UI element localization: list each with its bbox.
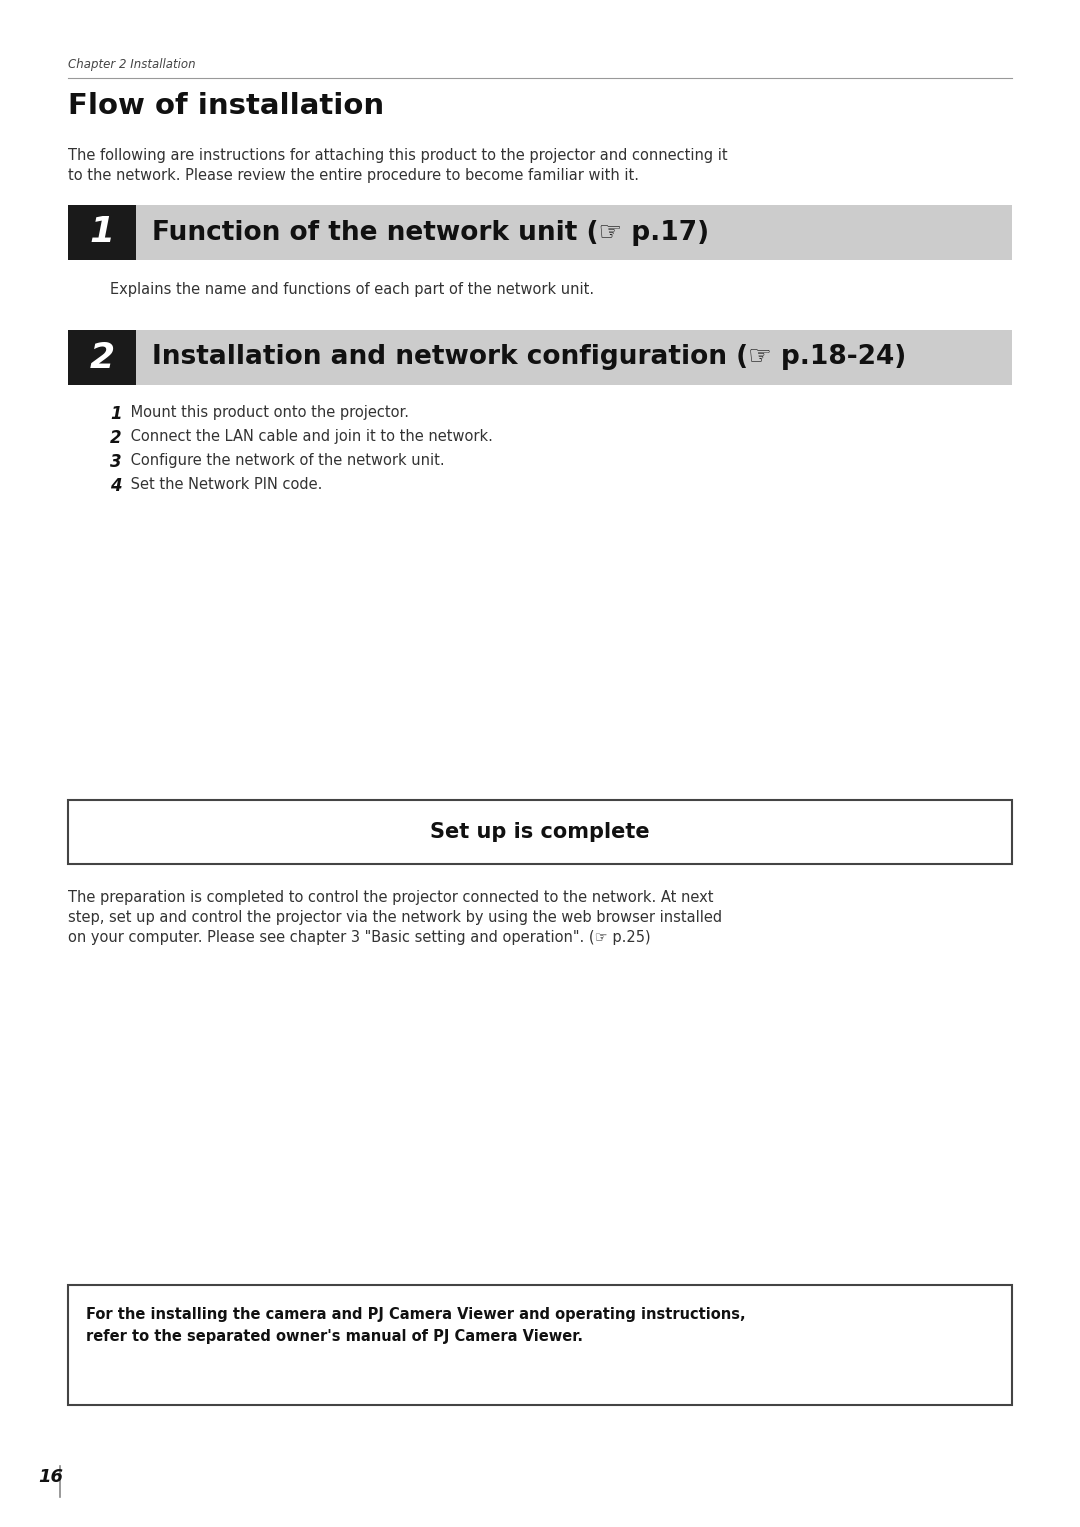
Text: on your computer. Please see chapter 3 "Basic setting and operation". (☞ p.25): on your computer. Please see chapter 3 "… [68, 930, 650, 945]
Text: step, set up and control the projector via the network by using the web browser : step, set up and control the projector v… [68, 910, 723, 925]
Text: Set the Network PIN code.: Set the Network PIN code. [126, 476, 322, 492]
Text: Mount this product onto the projector.: Mount this product onto the projector. [126, 405, 409, 420]
Text: Set up is complete: Set up is complete [430, 822, 650, 841]
Text: Flow of installation: Flow of installation [68, 92, 384, 121]
Text: Function of the network unit (☞ p.17): Function of the network unit (☞ p.17) [152, 220, 710, 246]
Bar [68, 330, 136, 385]
Text: The preparation is completed to control the projector connected to the network. : The preparation is completed to control … [68, 890, 714, 906]
Bar [68, 205, 136, 260]
Bar [68, 205, 1012, 260]
Text: 1: 1 [110, 405, 122, 423]
Bar [68, 800, 1012, 864]
Text: Configure the network of the network unit.: Configure the network of the network uni… [126, 454, 445, 467]
Text: 2: 2 [110, 429, 122, 447]
Bar [68, 330, 1012, 385]
Text: 4: 4 [110, 476, 122, 495]
Text: 3: 3 [110, 454, 122, 470]
Text: Chapter 2 Installation: Chapter 2 Installation [68, 58, 195, 70]
Text: Installation and network configuration (☞ p.18-24): Installation and network configuration (… [152, 345, 906, 371]
Text: Explains the name and functions of each part of the network unit.: Explains the name and functions of each … [110, 282, 594, 296]
Text: For the installing the camera and PJ Camera Viewer and operating instructions,: For the installing the camera and PJ Cam… [86, 1307, 745, 1322]
Text: Connect the LAN cable and join it to the network.: Connect the LAN cable and join it to the… [126, 429, 492, 444]
Text: 16: 16 [38, 1467, 63, 1486]
Text: 1: 1 [90, 215, 114, 249]
Text: refer to the separated owner's manual of PJ Camera Viewer.: refer to the separated owner's manual of… [86, 1328, 583, 1344]
Text: 2: 2 [90, 341, 114, 374]
Bar [68, 1286, 1012, 1405]
Text: The following are instructions for attaching this product to the projector and c: The following are instructions for attac… [68, 148, 728, 163]
Text: to the network. Please review the entire procedure to become familiar with it.: to the network. Please review the entire… [68, 168, 639, 183]
